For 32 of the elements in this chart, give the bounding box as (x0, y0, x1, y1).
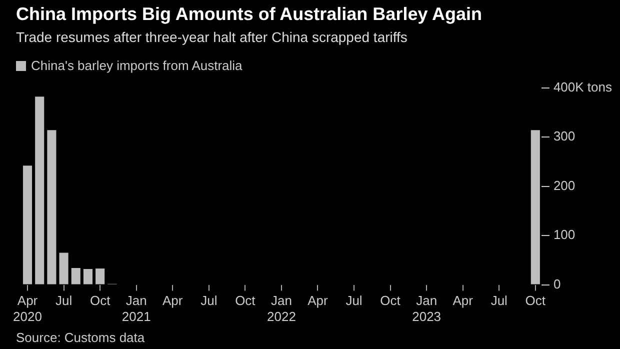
x-tick-label: Oct (235, 293, 256, 308)
x-tick-label: Apr 2020 (13, 293, 42, 324)
x-tick-label: Jul (200, 293, 218, 308)
bar (35, 96, 44, 284)
x-tick-label: Oct (380, 293, 401, 308)
x-tick-label: Apr (308, 293, 329, 308)
y-tick-label: 400K tons (553, 79, 612, 94)
bar (47, 130, 56, 284)
y-tick-label: 0 (553, 276, 561, 292)
y-tick-label: 200 (553, 178, 576, 193)
source-note: Source: Customs data (16, 330, 145, 345)
bar (530, 130, 540, 284)
y-tick-label: 300 (553, 128, 576, 144)
x-tick-label: Jan 2021 (122, 293, 151, 324)
chart-title: China Imports Big Amounts of Australian Barley Again (16, 4, 482, 25)
x-tick-label: Jan 2022 (266, 293, 296, 324)
chart-subtitle: Trade resumes after three-year halt after China scrapped tariffs (16, 29, 408, 45)
x-tick-label: Jul (55, 293, 72, 308)
x-tick-label: Apr (162, 293, 184, 308)
x-tick-label: Apr (452, 293, 474, 308)
bar (83, 269, 93, 284)
x-tick-label: Jul (346, 293, 362, 308)
y-tick-label: 100 (553, 227, 576, 242)
x-tick-label: Oct (525, 293, 546, 308)
bar (96, 268, 105, 284)
x-tick-label: Jul (490, 293, 508, 308)
bar (71, 268, 80, 284)
x-tick-label: Oct (90, 293, 111, 308)
legend-label: China's barley imports from Australia (31, 58, 242, 73)
x-tick-label: Jan 2023 (412, 293, 442, 324)
bar (59, 252, 68, 284)
bar (22, 166, 32, 284)
